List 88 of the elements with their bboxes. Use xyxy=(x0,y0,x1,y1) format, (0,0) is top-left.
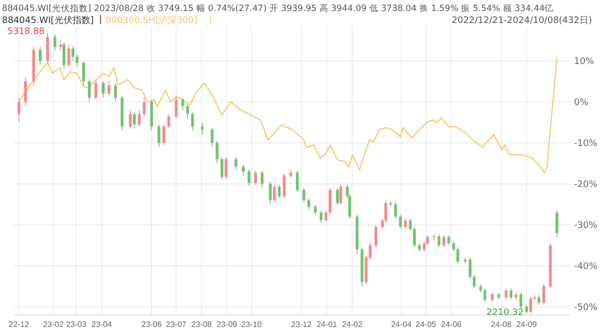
candlestick xyxy=(210,127,214,148)
candlestick xyxy=(72,46,74,62)
candlestick xyxy=(468,257,472,280)
candlestick xyxy=(138,110,141,127)
candlestick xyxy=(248,169,250,186)
candlestick xyxy=(278,184,281,199)
candlestick xyxy=(162,124,166,146)
y-tick-label: -40% xyxy=(574,262,598,272)
y-tick-label: -20% xyxy=(574,180,598,190)
candlestick xyxy=(174,95,178,119)
x-tick-label: 24-02 xyxy=(342,320,363,329)
candlestick xyxy=(114,82,117,102)
candlestick xyxy=(94,78,98,100)
x-tick-label: 23-09 xyxy=(216,320,238,329)
x-tick-label: 23-02 xyxy=(43,320,64,329)
x-tick-label: 23-08 xyxy=(191,320,212,329)
candlestick xyxy=(483,288,486,302)
candlestick xyxy=(472,274,476,289)
candlestick xyxy=(186,103,189,119)
candlestick xyxy=(320,210,322,224)
candlestick xyxy=(18,97,20,123)
candlestick xyxy=(224,156,228,180)
candlestick xyxy=(242,164,245,176)
candlestick xyxy=(46,32,49,64)
annotation: 2210.32 xyxy=(486,308,524,318)
candlestick xyxy=(234,156,238,170)
candlestick xyxy=(438,234,440,248)
x-tick-label: 24-06 xyxy=(441,320,462,329)
candlestick xyxy=(82,60,85,86)
candlestick xyxy=(447,234,450,246)
annotation: 5318.88 xyxy=(7,26,45,37)
candlestick xyxy=(108,80,110,96)
candlestick xyxy=(220,156,224,180)
candlestick xyxy=(328,188,332,215)
candlestick xyxy=(537,294,540,306)
x-tick-label: 24-08 xyxy=(490,320,512,329)
y-tick-label: -50% xyxy=(574,302,598,313)
candlestick xyxy=(191,112,194,131)
candlestick xyxy=(216,140,218,164)
candlestick xyxy=(404,218,407,230)
x-tick-label: 24-01 xyxy=(316,320,338,329)
candlestick xyxy=(504,288,508,300)
y-tick-label: 10% xyxy=(574,56,594,67)
candlestick xyxy=(54,34,56,51)
candlestick xyxy=(556,210,558,238)
chart-title: 884045.WI[光伏指数] 2023/08/28 收 3749.15 幅 0.74%(27.47) 开 3939.95 高 3944.09 低 3738.04 换 1.59% 振 5.54% 额 334.44亿 xyxy=(2,3,554,14)
candlestick xyxy=(260,170,264,188)
candlestick xyxy=(24,76,27,106)
line-series xyxy=(18,57,558,174)
x-tick-label: 23-04 xyxy=(91,320,112,329)
candlestick xyxy=(76,54,78,68)
legend-label: 000300.SH[沪深300] xyxy=(106,15,198,26)
chart-subtitle: 2022/12/21-2024/10/08(432日) xyxy=(452,16,592,26)
y-tick-label: 0% xyxy=(574,98,589,108)
candlestick xyxy=(254,170,257,186)
candlestick xyxy=(272,184,276,203)
candlestick xyxy=(158,124,160,148)
candlestick xyxy=(67,44,70,68)
y-tick-label: -10% xyxy=(574,138,598,149)
x-tick-label: 24-04 xyxy=(391,320,412,329)
candlestick xyxy=(336,188,339,206)
candlestick xyxy=(413,226,416,248)
x-tick-label: 23-07 xyxy=(166,320,187,329)
x-tick-label: 23-12 xyxy=(291,320,312,329)
series-label: 884045.WI[光伏指数] xyxy=(2,15,94,26)
candlestick xyxy=(394,202,397,220)
candlestick xyxy=(62,42,66,70)
candlestick xyxy=(167,114,170,129)
candlestick xyxy=(132,112,136,129)
x-tick-label: 24-09 xyxy=(516,320,538,329)
x-tick-label: 22-12 xyxy=(8,320,30,329)
candlestick xyxy=(519,292,522,310)
candlestick xyxy=(374,224,378,248)
x-tick-label: 23-06 xyxy=(141,320,162,329)
candlestick xyxy=(510,288,512,300)
candlestick xyxy=(339,183,342,205)
candlestick xyxy=(307,198,310,210)
candlestick xyxy=(490,292,494,302)
candlestick xyxy=(128,110,132,129)
x-tick-label: 23-10 xyxy=(241,320,262,329)
candlestick xyxy=(442,234,446,248)
x-tick-label: 23-03 xyxy=(66,320,88,329)
y-tick-label: -30% xyxy=(574,220,598,231)
x-tick-label: 24-05 xyxy=(416,320,437,329)
candlestick xyxy=(399,214,402,230)
candlestick xyxy=(302,188,306,203)
candlestick xyxy=(408,218,412,232)
candlestick xyxy=(324,210,328,222)
